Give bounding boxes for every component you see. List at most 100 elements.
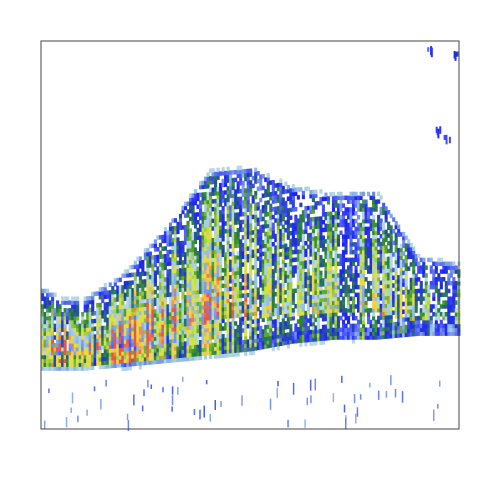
heatmap-cell [419, 257, 423, 263]
heatmap-cell [226, 205, 230, 211]
heatmap-cell [389, 302, 393, 308]
heatmap-cell [359, 249, 363, 255]
heatmap-cell [106, 348, 110, 354]
heatmap-cell [146, 313, 150, 319]
heatmap-cell [284, 228, 288, 233]
heatmap-cell [176, 283, 180, 289]
heatmap-cell [146, 275, 150, 280]
heatmap-cell [58, 304, 62, 309]
heatmap-cell [199, 262, 203, 267]
heatmap-cell [191, 278, 195, 284]
heatmap-cell [68, 312, 72, 317]
heatmap-cell [409, 246, 413, 252]
heatmap-cell [331, 296, 336, 302]
heatmap-cell [183, 322, 188, 327]
heatmap-cell [229, 216, 233, 222]
heatmap-cell [271, 273, 275, 278]
heatmap-cell [133, 322, 137, 328]
heatmap-cell [214, 191, 218, 196]
heatmap-cell [41, 343, 45, 348]
heatmap-cell [254, 276, 258, 281]
heatmap-cell [96, 322, 100, 327]
heatmap-cell [349, 308, 353, 313]
heatmap-cell [96, 306, 100, 312]
heatmap-cell [156, 301, 160, 306]
heatmap-cell [269, 269, 273, 275]
heatmap-cell [128, 284, 132, 289]
heatmap-cell [133, 303, 137, 308]
heatmap-cell [191, 317, 195, 322]
heatmap-cell [96, 303, 100, 308]
heatmap-cell [121, 335, 125, 341]
heatmap-cell [289, 254, 293, 259]
heatmap-cell [261, 290, 265, 295]
heatmap-cell [231, 251, 235, 257]
heatmap-cell [126, 362, 130, 367]
heatmap-cell [191, 235, 195, 241]
heatmap-cell [226, 271, 230, 276]
heatmap-cell [299, 299, 303, 305]
heatmap-cell [161, 262, 165, 267]
heatmap-cell [123, 296, 127, 302]
heatmap-cell [359, 327, 363, 332]
heatmap-cell [206, 230, 210, 236]
heatmap-cell [306, 271, 310, 277]
heatmap-cell [148, 329, 152, 334]
heatmap-cell [138, 365, 142, 370]
heatmap-cell [88, 323, 92, 328]
heatmap-cell [201, 192, 205, 197]
heatmap-cell [138, 291, 142, 296]
heatmap-cell [251, 319, 255, 324]
heatmap-cell [151, 328, 155, 334]
heatmap-cell [316, 336, 320, 342]
heatmap-cell [183, 329, 188, 335]
heatmap-cell [281, 236, 285, 241]
heatmap-cell [264, 305, 268, 310]
heatmap-cell [214, 323, 218, 328]
heatmap-cell [221, 337, 225, 343]
heatmap-cell [390, 375, 392, 386]
heatmap-cell [304, 299, 308, 304]
heatmap-cell [266, 266, 270, 271]
heatmap-cell [276, 307, 280, 312]
heatmap-cell [249, 222, 253, 228]
heatmap-cell [429, 257, 433, 263]
heatmap-cell [279, 197, 283, 203]
heatmap-cell [339, 230, 343, 235]
heatmap-cell [111, 355, 115, 361]
heatmap-cell [191, 266, 195, 272]
heatmap-cell [56, 308, 60, 313]
heatmap-cell [236, 328, 240, 334]
heatmap-cell [219, 334, 223, 339]
heatmap-cell [219, 260, 223, 266]
heatmap-cell [291, 207, 295, 212]
heatmap-cell [384, 315, 388, 320]
heatmap-cell [314, 294, 318, 299]
heatmap-cell [444, 327, 448, 332]
heatmap-cell [204, 246, 208, 251]
heatmap-cell [113, 328, 117, 334]
heatmap-cell [178, 341, 183, 347]
heatmap-cell [271, 335, 275, 340]
heatmap-cell [171, 386, 174, 395]
heatmap-cell [256, 256, 260, 261]
heatmap-cell [399, 321, 403, 326]
heatmap-cell [326, 289, 331, 294]
heatmap-cell [402, 231, 406, 237]
heatmap-cell [126, 280, 130, 286]
heatmap-cell [91, 311, 95, 316]
heatmap-cell [357, 304, 361, 309]
heatmap-cell [58, 319, 62, 325]
heatmap-cell [346, 199, 351, 204]
heatmap-cell [454, 327, 458, 332]
heatmap-cell [346, 269, 351, 274]
heatmap-cell [334, 253, 338, 259]
heatmap-cell [246, 192, 250, 197]
heatmap-cell [359, 331, 363, 336]
heatmap-cell [412, 269, 416, 275]
heatmap-cell [143, 325, 147, 331]
heatmap-cell [319, 301, 323, 307]
heatmap-cell [384, 214, 388, 219]
heatmap-cell [116, 324, 120, 329]
heatmap-cell [346, 284, 351, 290]
